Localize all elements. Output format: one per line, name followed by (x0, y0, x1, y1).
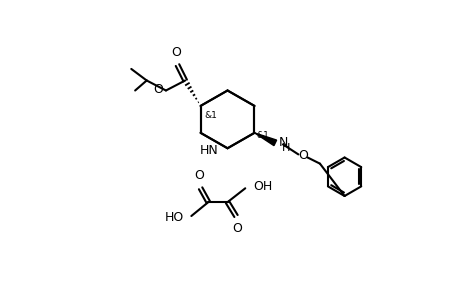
Polygon shape (254, 133, 276, 145)
Text: O: O (171, 46, 181, 59)
Text: O: O (194, 169, 203, 182)
Text: O: O (232, 222, 242, 235)
Text: HO: HO (164, 211, 183, 224)
Text: H: H (282, 143, 290, 153)
Text: &1: &1 (256, 131, 269, 140)
Text: N: N (278, 136, 288, 149)
Text: &1: &1 (204, 111, 217, 120)
Text: HN: HN (199, 144, 218, 157)
Text: OH: OH (253, 180, 272, 193)
Text: O: O (298, 149, 307, 163)
Text: O: O (152, 83, 162, 96)
